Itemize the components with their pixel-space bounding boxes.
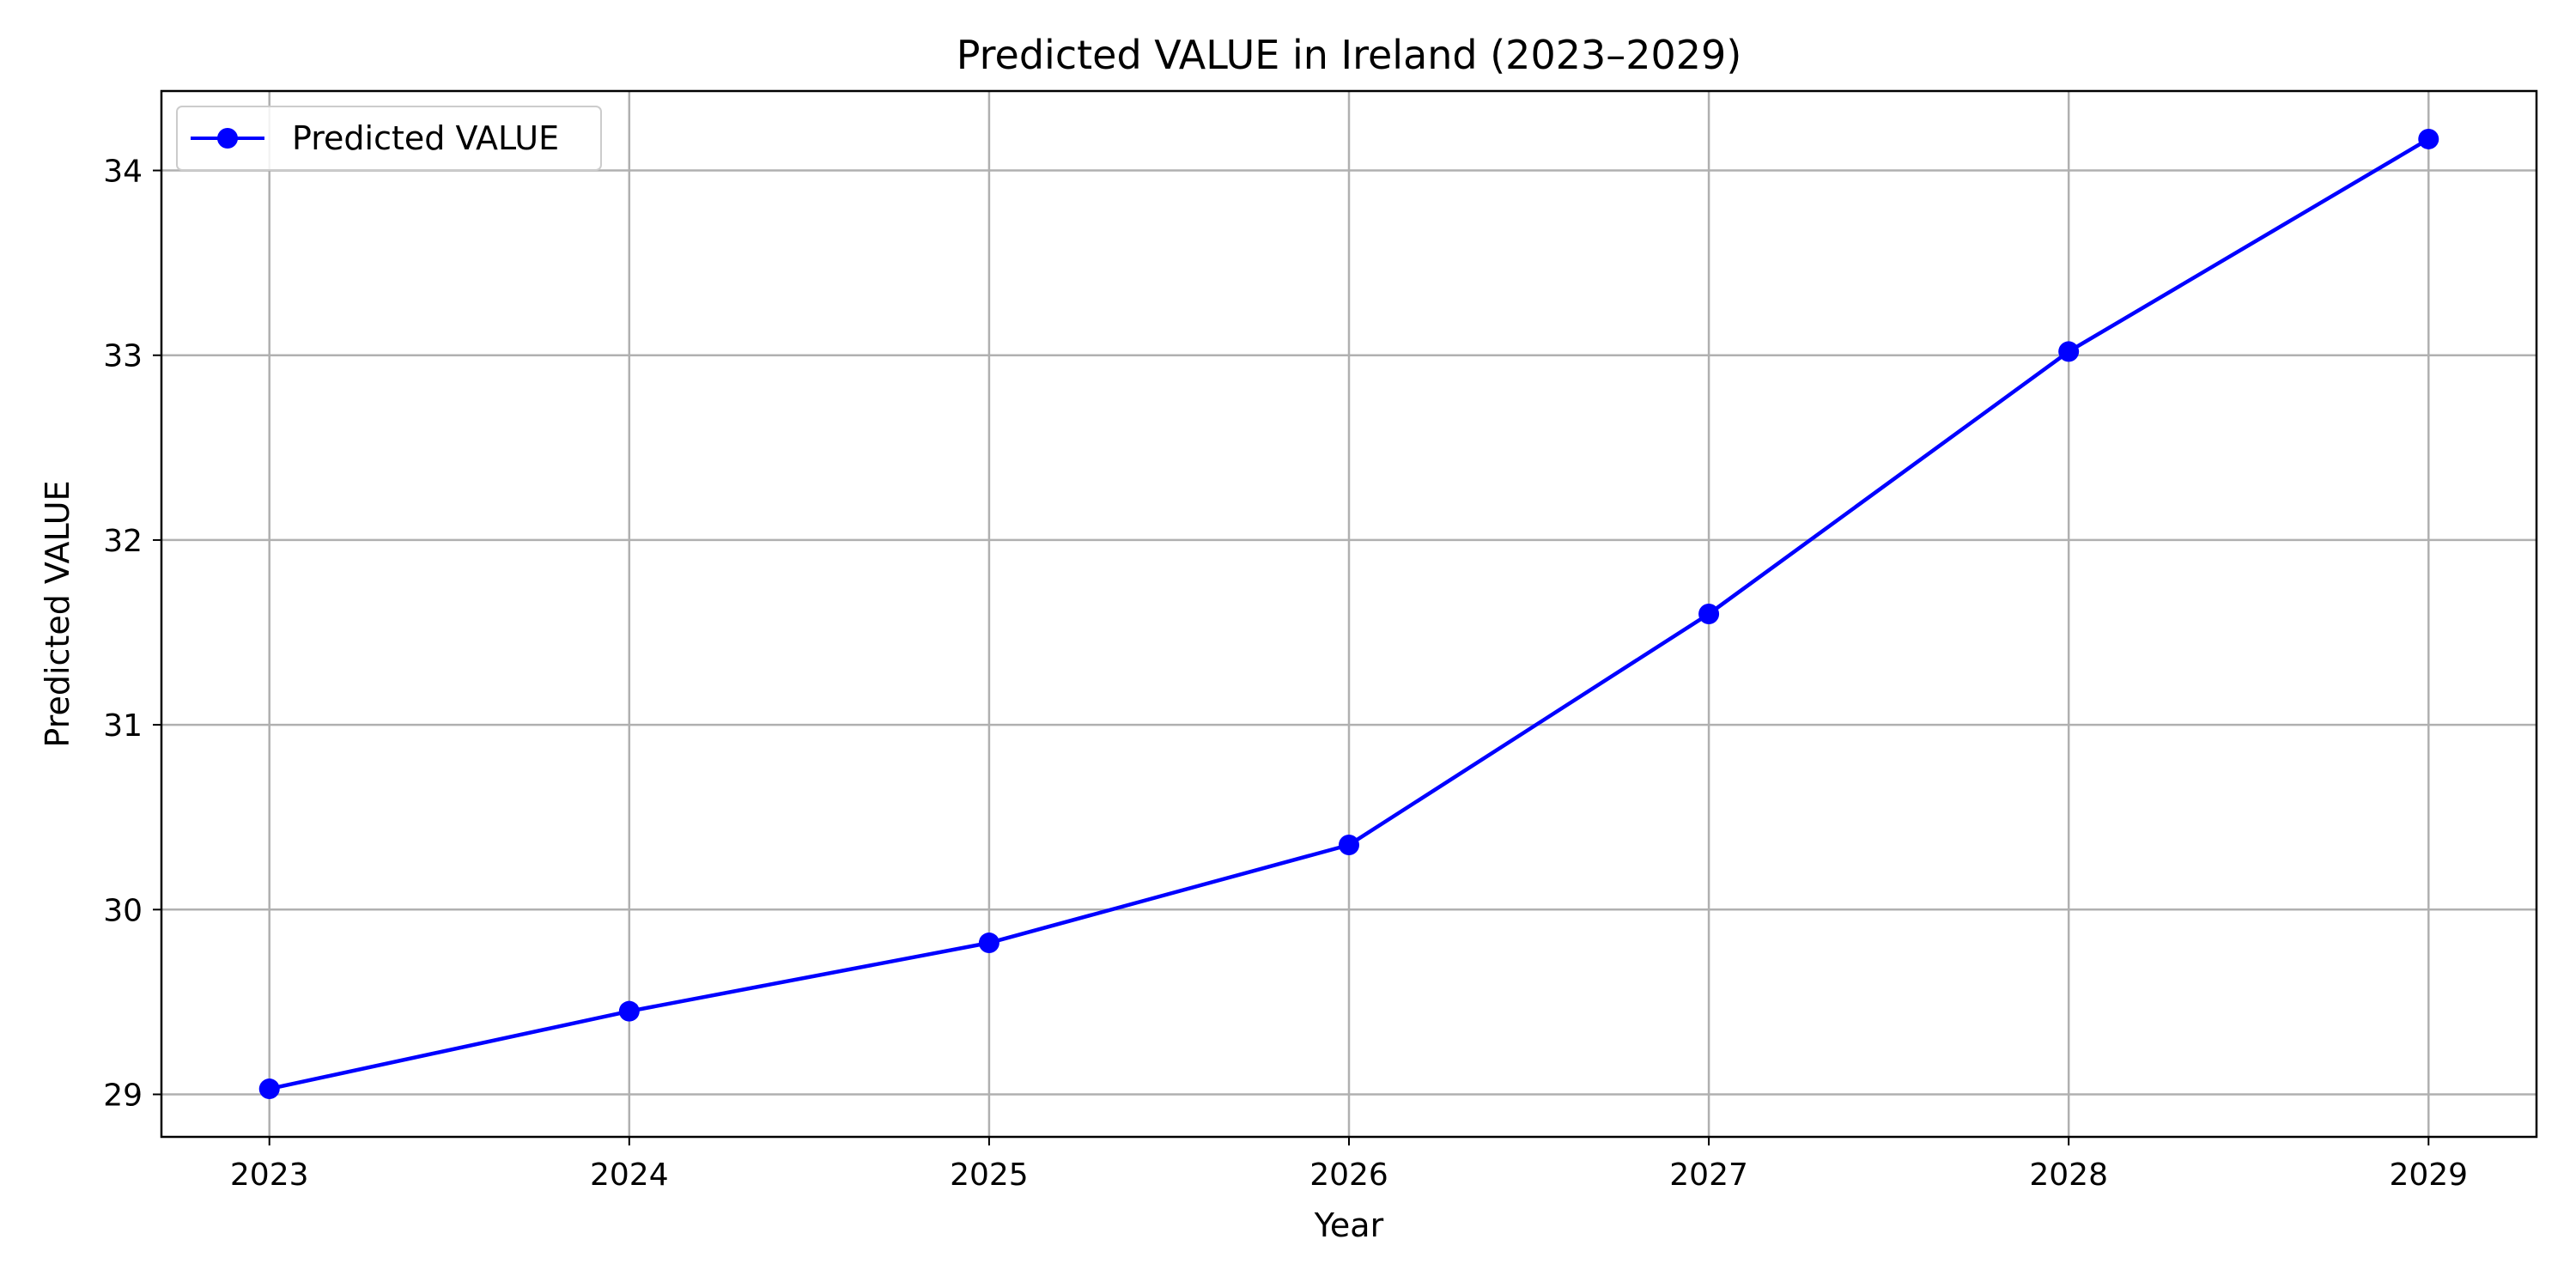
legend-entry-label: Predicted VALUE bbox=[292, 119, 559, 157]
y-tick-label: 32 bbox=[103, 524, 143, 559]
data-point bbox=[618, 1000, 640, 1022]
data-point bbox=[2058, 341, 2080, 362]
grid-lines bbox=[161, 91, 2537, 1137]
x-tick-label: 2029 bbox=[2389, 1157, 2468, 1193]
x-tick-label: 2026 bbox=[1309, 1157, 1388, 1193]
data-point bbox=[1339, 834, 1359, 855]
axis-ticks: 2023 2024 2025 2026 2027 2028 2029 29 30 31 32 33 34 bbox=[103, 155, 2468, 1193]
y-tick-label: 29 bbox=[103, 1078, 143, 1114]
y-axis-label: Predicted VALUE bbox=[39, 480, 76, 747]
x-tick-label: 2023 bbox=[230, 1157, 309, 1193]
series-layer bbox=[258, 128, 2439, 1100]
data-point bbox=[1698, 604, 1720, 624]
y-tick-label: 31 bbox=[103, 708, 143, 744]
data-point bbox=[978, 933, 999, 954]
chart-title: Predicted VALUE in Ireland (2023–2029) bbox=[957, 32, 1742, 78]
y-tick-label: 34 bbox=[103, 155, 143, 190]
legend-marker-swatch bbox=[217, 128, 238, 149]
x-tick-label: 2027 bbox=[1669, 1157, 1748, 1193]
data-point bbox=[2418, 128, 2439, 149]
x-tick-label: 2025 bbox=[950, 1157, 1029, 1193]
x-axis-label: Year bbox=[1314, 1206, 1384, 1244]
legend: Predicted VALUE bbox=[176, 106, 602, 171]
x-tick-label: 2028 bbox=[2029, 1157, 2108, 1193]
data-point bbox=[258, 1078, 280, 1100]
legend-box bbox=[176, 106, 602, 171]
y-tick-label: 30 bbox=[103, 893, 143, 928]
x-tick-label: 2024 bbox=[590, 1157, 669, 1193]
y-tick-label: 33 bbox=[103, 339, 143, 374]
